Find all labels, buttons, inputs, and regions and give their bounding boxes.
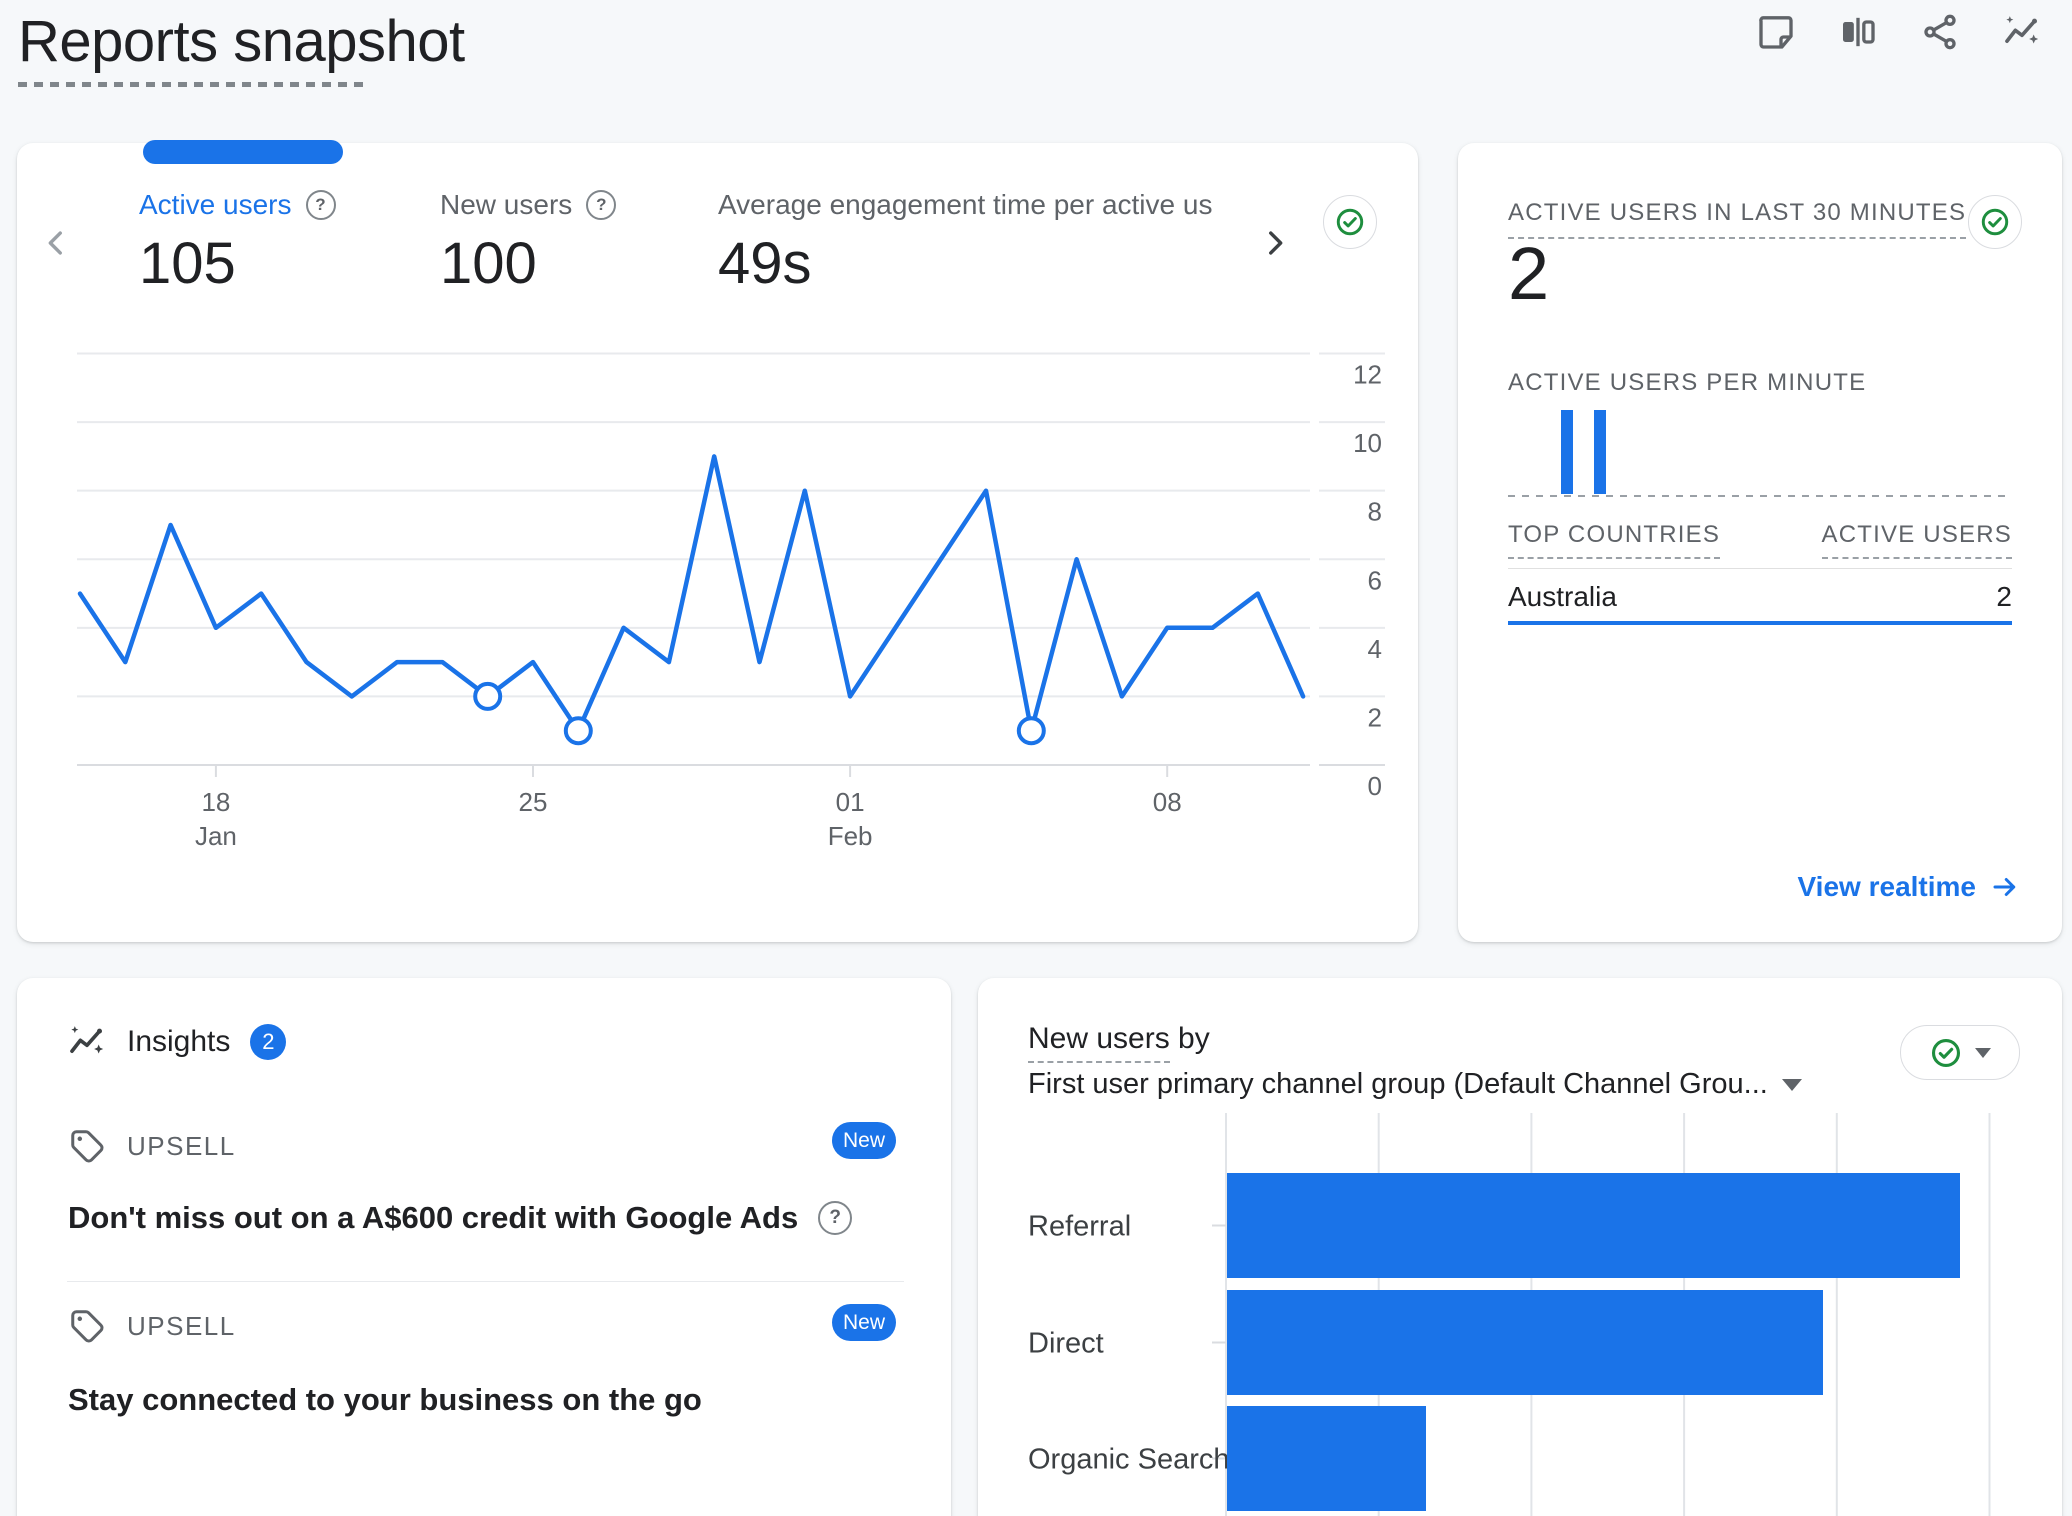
- new-badge: New: [832, 1122, 896, 1159]
- y-axis-label: 10: [1353, 428, 1382, 458]
- insights-header: Insights 2: [67, 1022, 287, 1062]
- insights-count-badge: 2: [250, 1024, 287, 1060]
- insights-title: Insights: [127, 1025, 231, 1058]
- new-users-bar-chart[interactable]: Referral Direct Organic Search: [978, 978, 2062, 1516]
- users-cell: 2: [1996, 581, 2012, 612]
- metric-tab-active-users[interactable]: Active users ? 105: [139, 187, 336, 293]
- active-users-per-minute-chart[interactable]: [1508, 409, 2012, 497]
- header-action-bar: [1756, 12, 2042, 52]
- y-axis-label: 4: [1368, 634, 1382, 664]
- y-axis-label: 0: [1368, 771, 1382, 801]
- insight-tag: UPSELL: [127, 1310, 236, 1341]
- page-title: Reports snapshot: [18, 9, 465, 74]
- key-metrics-card: Active users ? 105 New users ? 100 Avera…: [17, 140, 1418, 942]
- dimension-selector[interactable]: First user primary channel group (Defaul…: [1028, 1068, 1802, 1101]
- chevron-down-icon: [1975, 1047, 1991, 1058]
- bar-direct[interactable]: [1227, 1290, 1823, 1395]
- category-label: Organic Search: [1028, 1444, 1230, 1476]
- help-icon[interactable]: ?: [818, 1201, 853, 1235]
- row-bar-indicator: [1508, 621, 2012, 625]
- metric-value: 49s: [718, 231, 812, 293]
- minute-bar[interactable]: [1560, 410, 1573, 494]
- data-quality-badge[interactable]: [1323, 195, 1377, 249]
- metric-tab-avg-engagement-time[interactable]: Average engagement time per active us 49…: [718, 187, 1242, 293]
- data-quality-badge[interactable]: [1968, 195, 2022, 249]
- table-row[interactable]: Australia 2: [1508, 581, 2012, 613]
- scroll-metrics-left-icon[interactable]: [39, 223, 73, 263]
- per-minute-heading: ACTIVE USERS PER MINUTE: [1508, 369, 1867, 396]
- x-axis-label: 25: [519, 787, 548, 817]
- ab-comparison-icon[interactable]: [1838, 12, 1878, 52]
- check-circle-icon: [1931, 1038, 1961, 1067]
- y-axis-label: 6: [1368, 565, 1382, 595]
- new-badge: New: [832, 1304, 896, 1341]
- insight-category-row: UPSELL: [69, 1128, 236, 1164]
- country-cell: Australia: [1508, 581, 1617, 612]
- page-title-dotted-underline: [18, 82, 370, 87]
- metric-label[interactable]: Active users: [139, 189, 292, 220]
- metric-label[interactable]: New users: [440, 189, 573, 220]
- y-axis-label: 12: [1353, 360, 1382, 390]
- check-circle-icon: [1981, 208, 2009, 236]
- tag-icon: [71, 1130, 104, 1163]
- chevron-down-icon: [1781, 1078, 1802, 1091]
- insight-text[interactable]: Stay connected to your business on the g…: [68, 1382, 702, 1417]
- insight-tag: UPSELL: [127, 1130, 236, 1161]
- y-axis-label: 2: [1368, 702, 1382, 732]
- insight-text[interactable]: Don't miss out on a A$600 credit with Go…: [68, 1200, 799, 1235]
- bar-organic-search[interactable]: [1227, 1406, 1426, 1511]
- anomaly-marker[interactable]: [563, 716, 593, 746]
- dashed-baseline: [1508, 495, 2012, 497]
- x-axis-label: 01: [836, 787, 865, 817]
- anomaly-marker[interactable]: [473, 681, 503, 711]
- y-axis-label: 8: [1368, 497, 1382, 527]
- active-users-30min-value: 2: [1508, 232, 1550, 315]
- arrow-right-icon: [1993, 878, 2016, 896]
- new-users-by-channel-card: New users by First user primary channel …: [978, 978, 2062, 1516]
- insights-icon[interactable]: [2002, 12, 2042, 52]
- anomaly-marker[interactable]: [1016, 716, 1046, 746]
- new-users-link[interactable]: New users: [1028, 1022, 1170, 1063]
- x-axis-sublabel: Feb: [828, 821, 873, 851]
- category-label: Direct: [1028, 1328, 1104, 1360]
- dimension-label[interactable]: First user primary channel group (Defaul…: [1028, 1068, 1768, 1100]
- active-users-line-chart[interactable]: 0 2 4 6 8 10 12 18 Jan 25 01 Feb 08: [17, 143, 1418, 942]
- divider: [1508, 568, 2012, 569]
- bar-referral[interactable]: [1227, 1173, 1960, 1278]
- view-realtime-link[interactable]: View realtime: [1798, 871, 2020, 903]
- top-countries-header[interactable]: TOP COUNTRIES: [1508, 521, 1721, 559]
- realtime-table-header: TOP COUNTRIES ACTIVE USERS: [1508, 521, 2012, 559]
- tag-icon: [71, 1310, 104, 1343]
- realtime-card: ACTIVE USERS IN LAST 30 MINUTES 2 ACTIVE…: [1458, 143, 2062, 942]
- sticky-note-icon[interactable]: [1756, 12, 1796, 52]
- metric-label[interactable]: Average engagement time per active us: [718, 189, 1213, 220]
- selected-tab-indicator: [143, 140, 343, 164]
- insights-icon: [70, 1026, 104, 1054]
- realtime-heading: ACTIVE USERS IN LAST 30 MINUTES: [1508, 199, 1967, 239]
- help-icon[interactable]: ?: [586, 190, 617, 220]
- active-users-line[interactable]: [77, 454, 1306, 733]
- category-label: Referral: [1028, 1211, 1131, 1243]
- data-quality-dropdown[interactable]: [1900, 1025, 2020, 1080]
- insight-item[interactable]: Don't miss out on a A$600 credit with Go…: [68, 1200, 853, 1236]
- metric-value: 100: [440, 231, 537, 296]
- metric-tab-new-users[interactable]: New users ? 100: [440, 187, 617, 296]
- x-axis-label: 18: [201, 787, 230, 817]
- x-axis-sublabel: Jan: [195, 821, 237, 851]
- check-circle-icon: [1336, 208, 1364, 236]
- x-axis-label: 08: [1153, 787, 1182, 817]
- metric-value: 105: [139, 231, 236, 296]
- insight-item[interactable]: Stay connected to your business on the g…: [68, 1382, 702, 1418]
- chart-title: New users by: [1028, 1022, 1210, 1063]
- insight-category-row: UPSELL: [69, 1308, 236, 1344]
- insights-card: Insights 2 UPSELL New Don't miss out on …: [17, 978, 951, 1516]
- divider: [67, 1281, 904, 1282]
- view-realtime-label: View realtime: [1797, 871, 1976, 902]
- title-rest: by: [1169, 1022, 1210, 1055]
- share-icon[interactable]: [1920, 12, 1960, 52]
- help-icon[interactable]: ?: [305, 190, 336, 220]
- active-users-header[interactable]: ACTIVE USERS: [1821, 521, 2012, 559]
- scroll-metrics-right-icon[interactable]: [1258, 223, 1292, 263]
- minute-bar[interactable]: [1594, 410, 1607, 494]
